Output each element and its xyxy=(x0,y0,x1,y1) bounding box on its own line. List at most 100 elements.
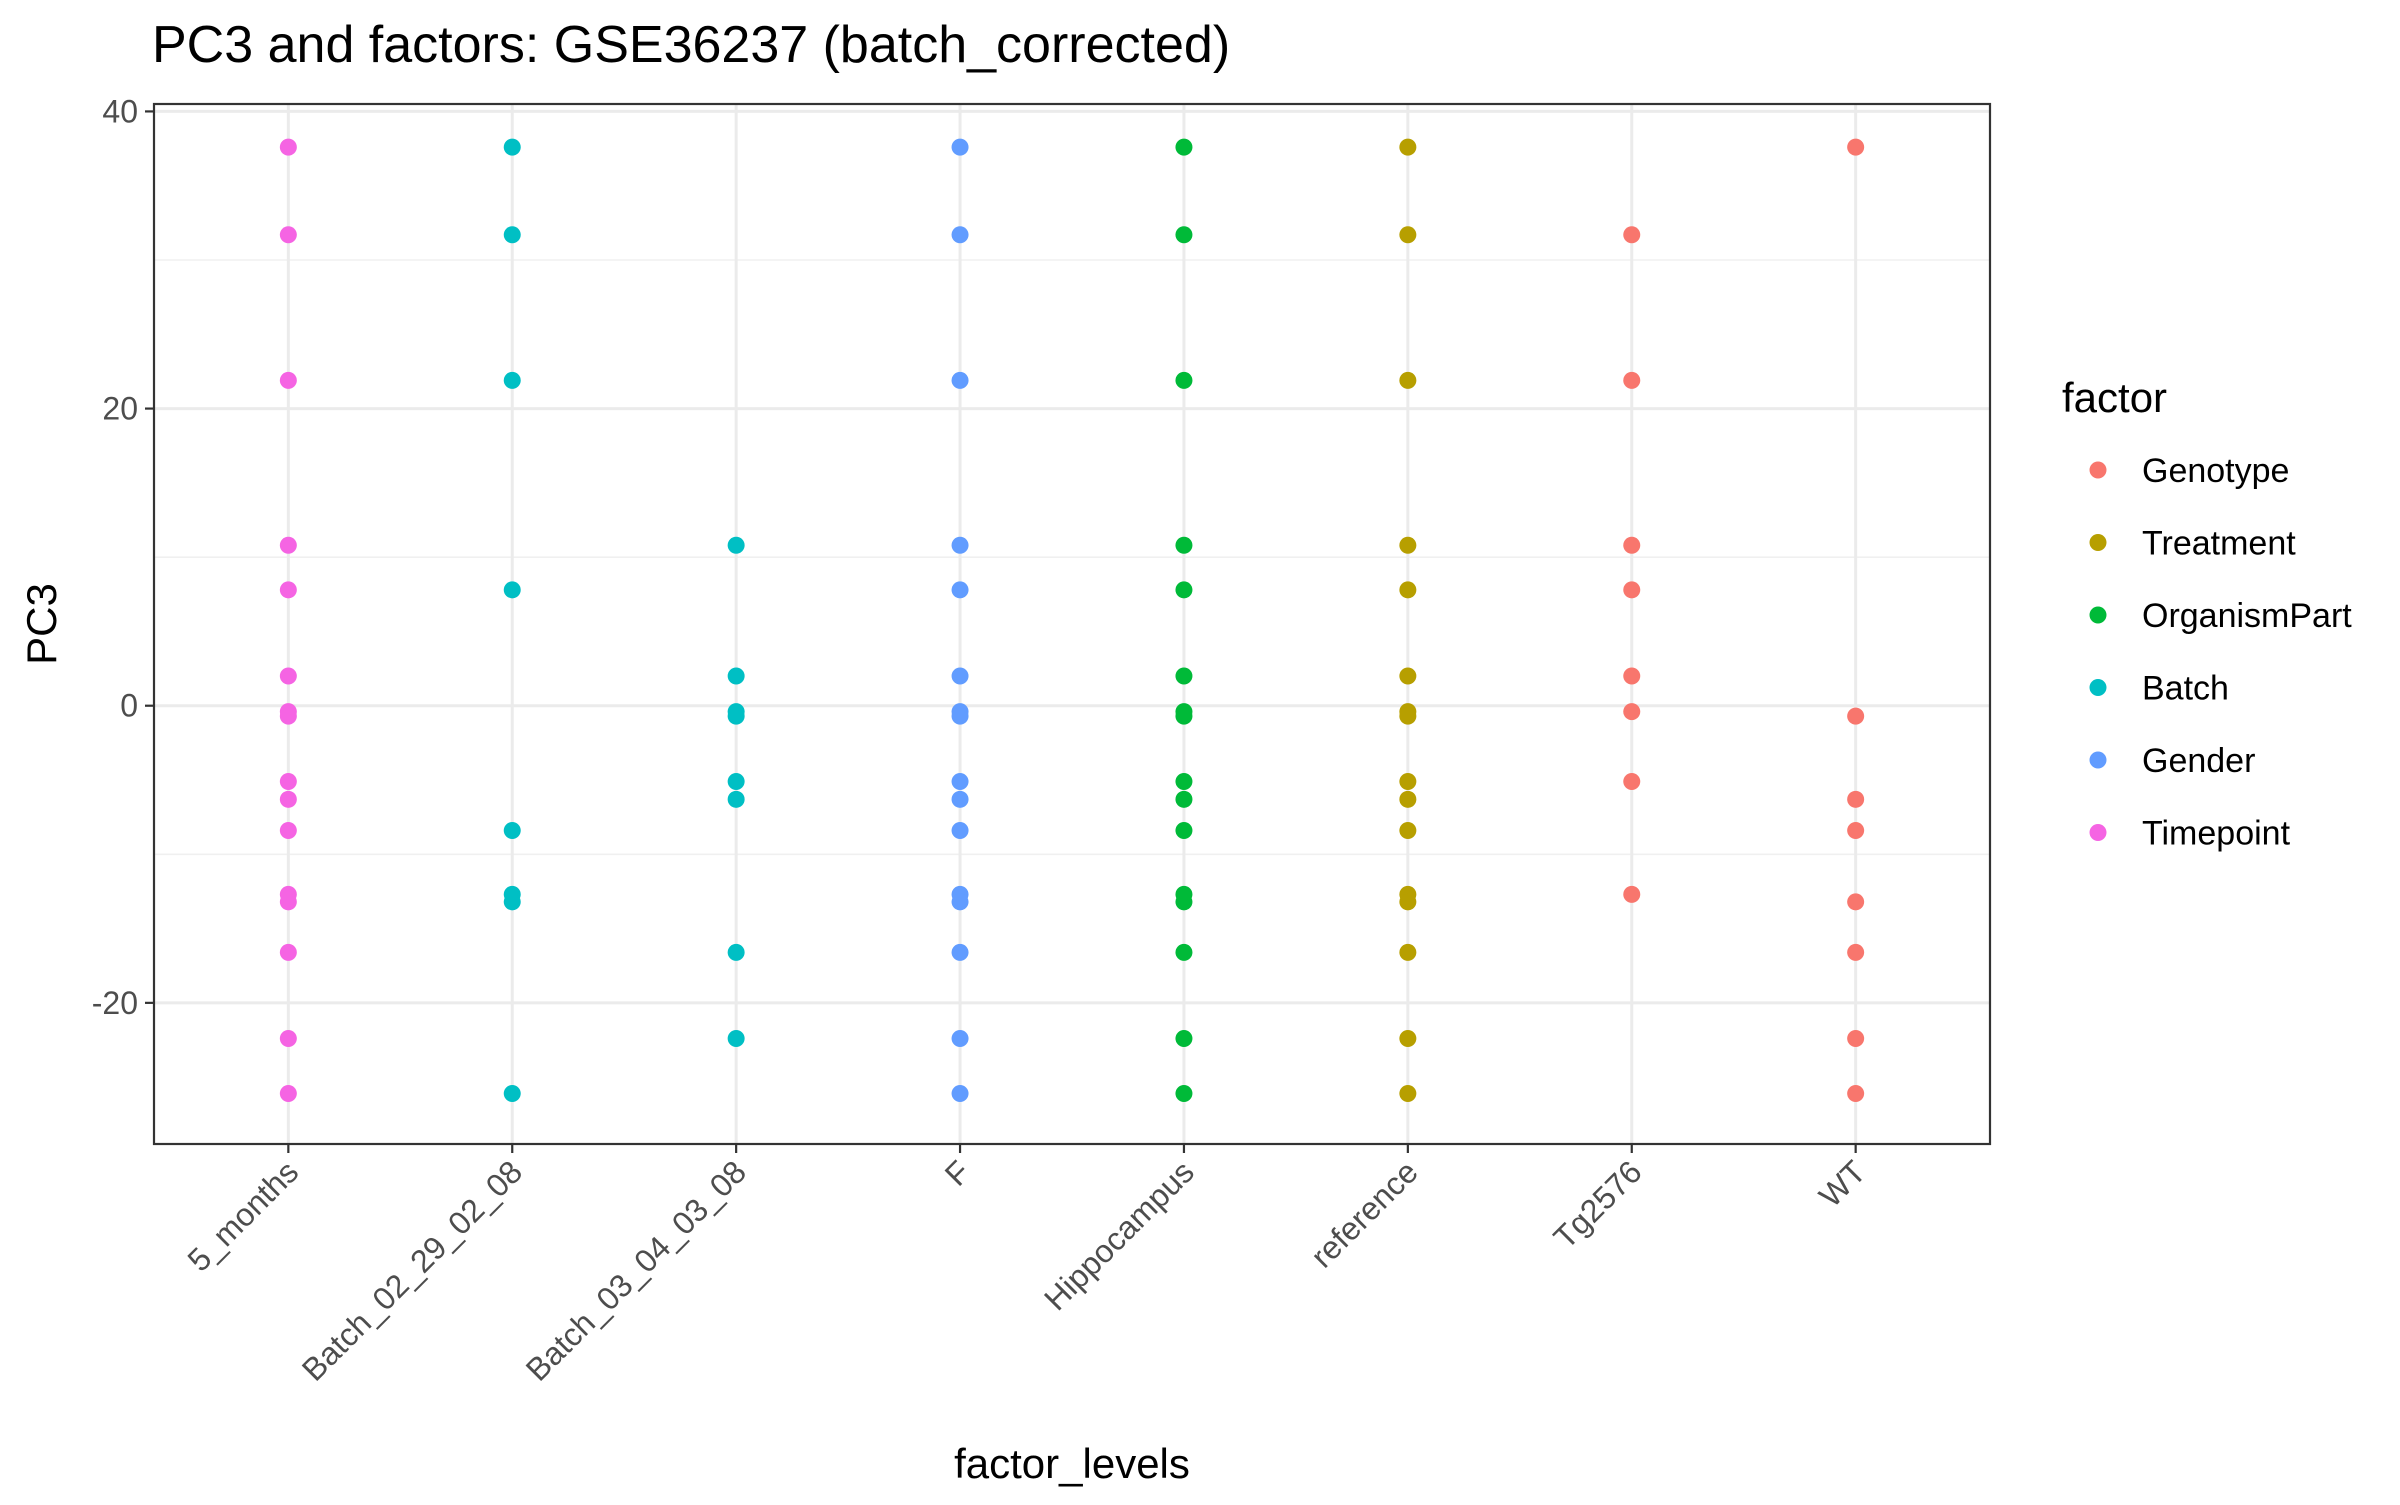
data-point xyxy=(1399,581,1417,599)
data-point xyxy=(1847,138,1865,156)
data-point xyxy=(503,226,521,244)
data-point xyxy=(727,943,745,961)
data-point xyxy=(503,1084,521,1102)
legend-key xyxy=(2089,534,2107,551)
data-point xyxy=(1399,790,1417,808)
legend-key xyxy=(2089,679,2107,696)
data-point xyxy=(1399,226,1417,244)
data-point xyxy=(1623,885,1641,903)
data-point xyxy=(951,138,969,156)
data-point xyxy=(951,667,969,685)
x-tick-label: F xyxy=(938,1153,977,1192)
data-point xyxy=(1623,703,1641,721)
data-point xyxy=(1399,822,1417,840)
data-point xyxy=(1175,707,1193,725)
chart-title: PC3 and factors: GSE36237 (batch_correct… xyxy=(152,16,1230,74)
data-point xyxy=(951,790,969,808)
data-point xyxy=(279,893,297,911)
data-point xyxy=(1847,1084,1865,1102)
data-point xyxy=(1399,138,1417,156)
data-point xyxy=(951,371,969,389)
data-point xyxy=(279,371,297,389)
data-point xyxy=(1175,581,1193,599)
x-axis-title: factor_levels xyxy=(954,1440,1190,1487)
data-point xyxy=(279,1030,297,1048)
legend-label: OrganismPart xyxy=(2142,597,2352,635)
data-point xyxy=(279,707,297,725)
data-point xyxy=(1847,893,1865,911)
data-point xyxy=(503,822,521,840)
data-point xyxy=(951,536,969,554)
data-point xyxy=(951,581,969,599)
data-point xyxy=(503,371,521,389)
legend-key xyxy=(2089,461,2107,479)
data-point xyxy=(279,536,297,554)
data-point xyxy=(1175,1030,1193,1048)
y-tick-label: 20 xyxy=(102,391,138,427)
data-point xyxy=(1399,536,1417,554)
data-point xyxy=(1623,667,1641,685)
legend-key xyxy=(2089,824,2107,841)
data-point xyxy=(1847,707,1865,725)
legend: factor Genotype Treatment OrganismPart Batc… xyxy=(2062,374,2352,853)
legend-label: Treatment xyxy=(2142,525,2296,563)
data-point xyxy=(1623,536,1641,554)
legend-label: Timepoint xyxy=(2142,815,2291,853)
data-point xyxy=(1175,138,1193,156)
data-point xyxy=(1175,822,1193,840)
data-point xyxy=(1399,1030,1417,1048)
x-tick-label: Tg2576 xyxy=(1547,1153,1649,1255)
data-point xyxy=(1847,943,1865,961)
x-tick-label: Batch_03_04_03_08 xyxy=(519,1153,753,1387)
x-tick-label: Batch_02_29_02_08 xyxy=(295,1153,529,1387)
y-tick-label: 0 xyxy=(120,688,138,724)
data-point xyxy=(1399,707,1417,725)
data-point xyxy=(279,138,297,156)
data-point xyxy=(279,581,297,599)
legend-key xyxy=(2089,606,2107,624)
data-point xyxy=(727,536,745,554)
data-point xyxy=(951,1084,969,1102)
y-tick-label: 40 xyxy=(102,93,138,129)
data-point xyxy=(503,138,521,156)
data-point xyxy=(1847,822,1865,840)
legend-key xyxy=(2089,751,2107,769)
data-point xyxy=(1175,536,1193,554)
data-point xyxy=(1623,581,1641,599)
data-point xyxy=(1175,1084,1193,1102)
data-point xyxy=(727,1030,745,1048)
data-point xyxy=(279,772,297,790)
data-point xyxy=(727,667,745,685)
data-point xyxy=(1175,371,1193,389)
x-tick-label: 5_months xyxy=(180,1153,305,1278)
data-point xyxy=(1399,893,1417,911)
legend-items: Genotype Treatment OrganismPart Batch Gender… xyxy=(2089,452,2352,853)
data-point xyxy=(951,822,969,840)
x-axis: 5_monthsBatch_02_29_02_08Batch_03_04_03_… xyxy=(180,1144,1873,1388)
data-point xyxy=(951,707,969,725)
x-tick-label: Hippocampus xyxy=(1037,1153,1201,1317)
data-point xyxy=(1399,371,1417,389)
data-point xyxy=(951,1030,969,1048)
data-point xyxy=(279,943,297,961)
data-point xyxy=(503,893,521,911)
data-point xyxy=(1623,371,1641,389)
data-point xyxy=(951,226,969,244)
legend-label: Genotype xyxy=(2142,452,2289,490)
data-point xyxy=(1175,790,1193,808)
data-point xyxy=(279,1084,297,1102)
data-point xyxy=(727,790,745,808)
plot-background xyxy=(154,104,1990,1144)
data-point xyxy=(1623,772,1641,790)
data-point xyxy=(951,772,969,790)
x-tick-label: WT xyxy=(1812,1153,1873,1214)
data-point xyxy=(1175,943,1193,961)
data-point xyxy=(1399,772,1417,790)
data-point xyxy=(1175,667,1193,685)
grid-lines xyxy=(154,104,1990,1144)
data-point xyxy=(279,667,297,685)
data-point xyxy=(503,581,521,599)
data-point xyxy=(1399,667,1417,685)
